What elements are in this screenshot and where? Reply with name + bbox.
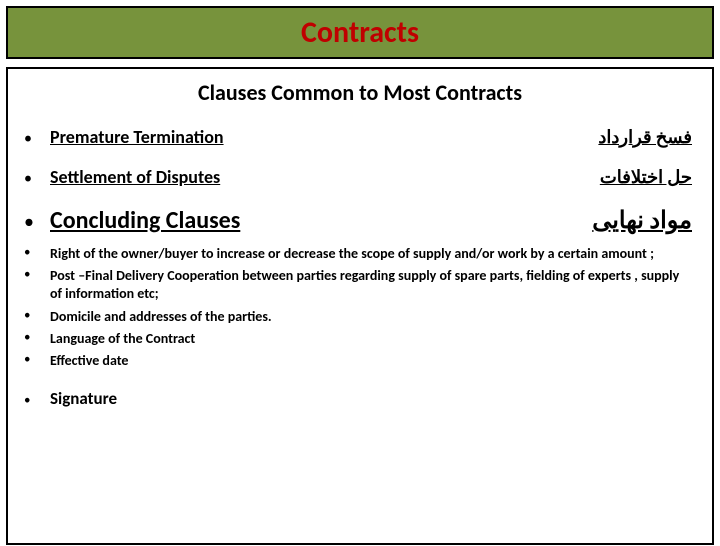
main-content-box: Clauses Common to Most Contracts • Prema… bbox=[6, 67, 714, 545]
title-text: Contracts bbox=[301, 14, 419, 51]
sub-item-text: Right of the owner/buyer to increase or … bbox=[50, 245, 692, 263]
clause-row: • Premature Termination فسخ قرارداد bbox=[14, 126, 706, 148]
bullet-icon: • bbox=[20, 330, 50, 347]
sub-item-text: Domicile and addresses of the parties. bbox=[50, 308, 692, 326]
bullet-icon: • bbox=[20, 169, 50, 188]
clause-right: مواد نهایی bbox=[592, 206, 692, 235]
clause-left: Premature Termination bbox=[50, 126, 598, 148]
clause-right: حل اختلافات bbox=[600, 166, 692, 188]
sub-item-text: Post –Final Delivery Cooperation between… bbox=[50, 267, 692, 303]
sub-item-text: Language of the Contract bbox=[50, 330, 692, 348]
sub-item: • Effective date bbox=[14, 352, 706, 370]
clause-row: • Settlement of Disputes حل اختلافات bbox=[14, 166, 706, 188]
sub-item: • Post –Final Delivery Cooperation betwe… bbox=[14, 267, 706, 303]
clause-right: فسخ قرارداد bbox=[598, 126, 692, 148]
title-bar: Contracts bbox=[6, 6, 714, 59]
bullet-icon: • bbox=[20, 129, 50, 148]
bullet-icon: • bbox=[20, 308, 50, 325]
clause-left: Concluding Clauses bbox=[50, 206, 592, 235]
bullet-icon: • bbox=[20, 210, 50, 234]
bullet-icon: • bbox=[20, 245, 50, 262]
clause-row-large: • Concluding Clauses مواد نهایی bbox=[14, 206, 706, 235]
sub-item-text: Effective date bbox=[50, 352, 692, 370]
sub-item: • Domicile and addresses of the parties. bbox=[14, 308, 706, 326]
bullet-icon: • bbox=[20, 393, 50, 410]
sub-item: • Right of the owner/buyer to increase o… bbox=[14, 245, 706, 263]
clause-left: Settlement of Disputes bbox=[50, 166, 600, 188]
signature-text: Signature bbox=[50, 388, 117, 409]
bullet-icon: • bbox=[20, 352, 50, 369]
sub-item: • Language of the Contract bbox=[14, 330, 706, 348]
bullet-icon: • bbox=[20, 267, 50, 284]
subtitle: Clauses Common to Most Contracts bbox=[14, 79, 706, 106]
signature-row: • Signature bbox=[14, 388, 706, 410]
